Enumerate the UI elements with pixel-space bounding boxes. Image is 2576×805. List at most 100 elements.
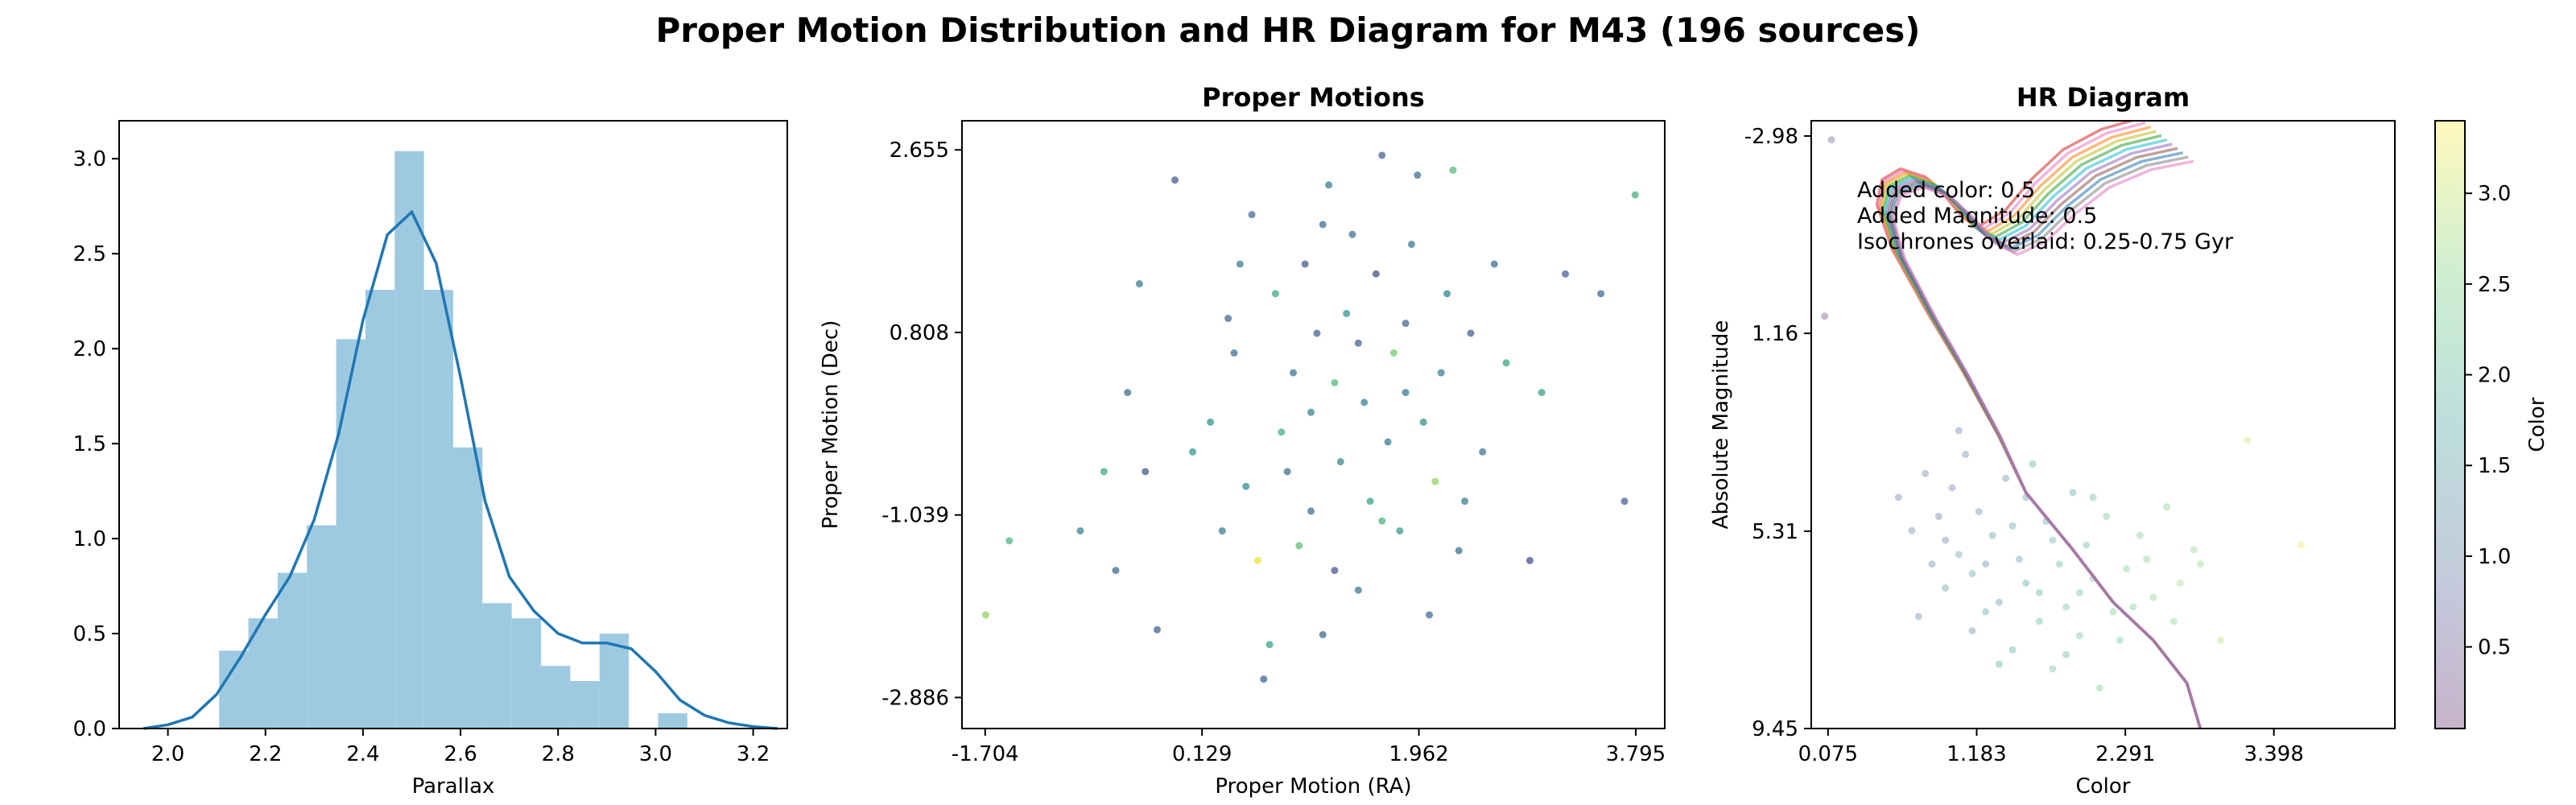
proper-motions-title: Proper Motions <box>1202 82 1425 113</box>
histogram-bar <box>599 634 630 729</box>
hr-star-point <box>2143 555 2151 564</box>
proper-motion-point <box>1419 418 1427 426</box>
y-tick-label: 1.16 <box>1752 322 1798 346</box>
x-tick-label: 2.2 <box>249 742 282 766</box>
annotation-isochrones: Isochrones overlaid: 0.25-0.75 Gyr <box>1857 229 2234 254</box>
histogram-bar <box>658 713 687 729</box>
x-tick-label: 0.129 <box>1172 742 1232 766</box>
hr-star-point <box>1982 608 1990 616</box>
colorbar-tick-label: 1.0 <box>2478 545 2511 569</box>
proper-motion-point <box>1307 408 1315 416</box>
proper-motion-point <box>1253 556 1261 564</box>
y-tick-label: 0.808 <box>890 321 949 345</box>
proper-motion-point <box>1449 166 1457 174</box>
hr-star-point <box>2190 546 2198 554</box>
colorbar-frame <box>2434 120 2466 729</box>
histogram-bar <box>570 681 600 729</box>
hr-star-point <box>1942 536 1950 544</box>
histogram-bar <box>219 650 249 729</box>
proper-motion-point <box>1242 482 1250 490</box>
isochrone-curves <box>1875 121 2202 729</box>
proper-motion-point <box>1407 240 1415 248</box>
proper-motion-point <box>1307 507 1315 515</box>
hr-star-point <box>2035 588 2043 597</box>
proper-motion-point <box>1271 290 1279 298</box>
y-tick-label: 5.31 <box>1752 520 1798 544</box>
y-tick-label: 9.45 <box>1752 717 1798 741</box>
proper-motion-point <box>1248 211 1256 219</box>
hr-star-point <box>1942 584 1950 592</box>
proper-motion-point <box>1218 526 1226 535</box>
hr-tick-labels: 0.075 1.183 2.291 3.398 -2.98 1.16 5.31 9.45 <box>1744 125 2304 766</box>
proper-motion-point <box>1431 477 1439 485</box>
proper-motion-point <box>1319 221 1327 229</box>
histogram-bar <box>482 603 512 729</box>
histogram-bars <box>219 151 687 729</box>
histogram-bar <box>423 289 453 729</box>
hr-star-point <box>1968 627 1976 635</box>
hr-star-point <box>1955 427 1963 435</box>
proper-motion-point <box>1354 586 1362 594</box>
proper-motion-point <box>1378 517 1386 525</box>
colorbar-label: Color <box>2525 397 2549 452</box>
proper-motion-point <box>1224 315 1232 323</box>
parallax-axes-frame <box>118 120 788 729</box>
hr-star-point <box>1962 451 1970 459</box>
hr-star-point <box>1975 508 1983 516</box>
proper-motion-point <box>1384 438 1392 446</box>
hr-star-point <box>2075 632 2083 640</box>
hr-star-point <box>2149 593 2157 601</box>
proper-motion-point <box>1283 468 1291 476</box>
hr-star-point <box>1995 660 2003 668</box>
x-tick-label: 3.2 <box>737 742 770 766</box>
x-tick-label: 3.0 <box>639 742 672 766</box>
colorbar-tick-label: 1.5 <box>2478 454 2511 478</box>
proper-motion-point <box>1154 625 1161 634</box>
proper-motion-point <box>1313 329 1321 337</box>
proper-motion-point <box>1538 389 1546 397</box>
proper-motion-point <box>1461 497 1469 506</box>
x-tick-label: 3.398 <box>2244 742 2303 766</box>
hr-star-point <box>1894 493 1902 502</box>
hr-axes-frame <box>1810 120 2396 729</box>
hr-star-point <box>2109 608 2117 616</box>
hr-star-point <box>2035 617 2043 625</box>
x-tick-label: -1.704 <box>952 742 1019 766</box>
hr-star-points <box>1821 136 2305 692</box>
hr-star-point <box>1988 531 1996 539</box>
histogram-bar <box>541 666 571 729</box>
proper-motion-point <box>1100 468 1108 476</box>
isochrone-curve <box>1891 159 2202 729</box>
colorbar-tick-label: 3.0 <box>2478 182 2511 206</box>
proper-motion-point <box>1295 542 1303 550</box>
hr-diagram-panel: HR Diagram 0.075 1.183 2.291 3.398 -2.98 1.16… <box>1709 82 2549 799</box>
hr-star-point <box>1968 570 1976 578</box>
y-tick-label: -1.039 <box>881 504 949 528</box>
x-tick-label: 2.6 <box>444 742 477 766</box>
proper-motion-point <box>1455 547 1463 555</box>
proper-motion-point <box>1396 526 1404 535</box>
hr-star-point <box>1934 512 1942 520</box>
y-tick-label: 2.5 <box>73 242 106 266</box>
hr-star-point <box>1908 526 1916 535</box>
proper-motions-tick-labels: -1.704 0.129 1.962 3.795 -2.886 -1.039 0.808 2.… <box>881 138 1666 766</box>
proper-motion-point <box>1525 556 1534 564</box>
hr-star-point <box>2008 522 2017 530</box>
y-tick-label: 0.5 <box>73 622 106 646</box>
x-tick-label: 0.075 <box>1798 742 1858 766</box>
hr-magnitude-label: Absolute Magnitude <box>1709 320 1733 530</box>
hr-star-point <box>2163 503 2171 511</box>
proper-motion-point <box>1331 567 1339 575</box>
proper-motion-point <box>1005 537 1013 545</box>
x-tick-label: 2.8 <box>542 742 575 766</box>
histogram-bar <box>336 339 365 729</box>
hr-star-point <box>1995 598 2003 606</box>
parallax-tick-labels: 2.0 2.2 2.4 2.6 2.8 3.0 3.2 0.0 0.5 1.0 1.5 2.0 2.5 3… <box>73 147 770 766</box>
proper-motion-point <box>1562 270 1570 278</box>
proper-motion-point <box>1372 270 1380 278</box>
proper-motion-point <box>1319 630 1327 638</box>
proper-motion-point <box>1402 389 1410 397</box>
y-tick-label: -2.98 <box>1744 125 1798 149</box>
proper-motion-point <box>1366 497 1374 506</box>
proper-motion-point <box>1189 448 1197 456</box>
